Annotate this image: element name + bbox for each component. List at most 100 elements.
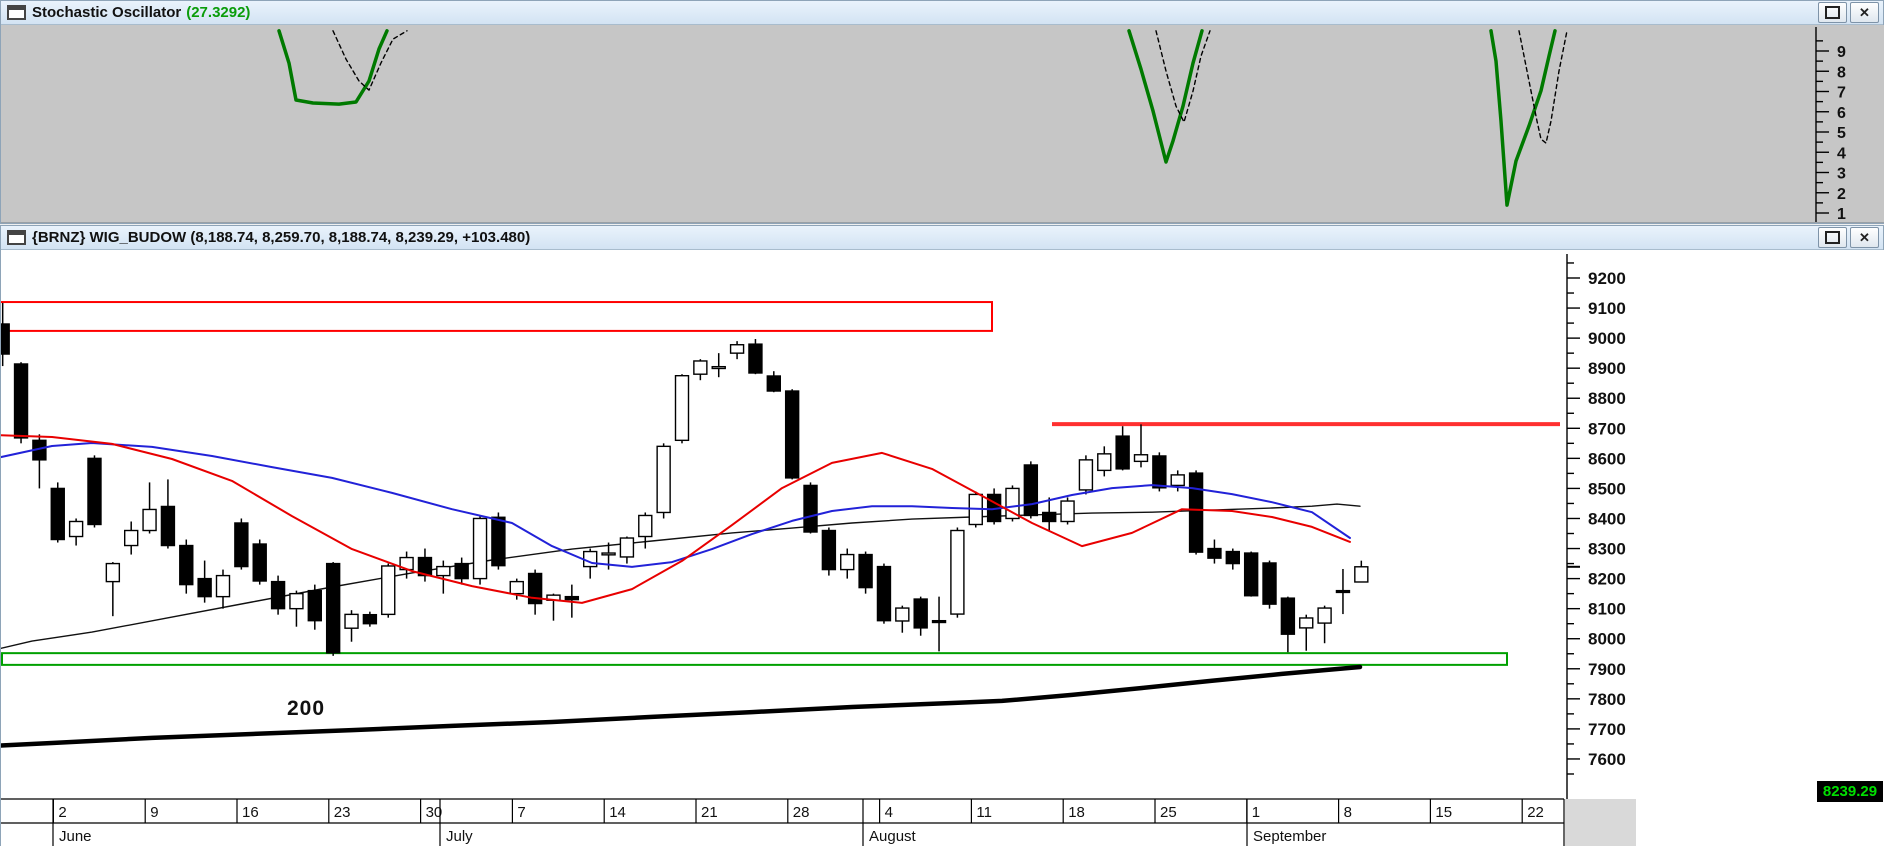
candle bbox=[1097, 446, 1112, 477]
stoch-axis-label: 8 bbox=[1837, 64, 1846, 81]
close-button[interactable]: ✕ bbox=[1850, 2, 1879, 23]
candle bbox=[472, 515, 488, 585]
candle bbox=[656, 443, 671, 519]
price-axis-label: 7800 bbox=[1588, 690, 1626, 709]
candle bbox=[766, 371, 781, 393]
candle bbox=[693, 359, 708, 381]
candle bbox=[527, 569, 543, 615]
candle bbox=[1207, 539, 1222, 564]
price-axis-label: 8800 bbox=[1588, 389, 1626, 408]
month-label: June bbox=[59, 828, 92, 845]
percent-K-line bbox=[277, 29, 1557, 207]
week-label: 28 bbox=[793, 804, 810, 821]
month-label: September bbox=[1253, 828, 1326, 845]
week-label: 4 bbox=[885, 804, 893, 821]
week-label: 15 bbox=[1435, 804, 1452, 821]
price-axis-label: 9200 bbox=[1588, 269, 1626, 288]
ma-blue-long bbox=[1, 442, 1351, 568]
stoch-axis-label: 9 bbox=[1837, 44, 1846, 61]
week-label: 9 bbox=[150, 804, 158, 821]
ma-label-200: 200 bbox=[287, 697, 325, 720]
candle bbox=[1152, 452, 1167, 492]
price-titlebar[interactable]: {BRNZ} WIG_BUDOW (8,188.74, 8,259.70, 8,… bbox=[1, 226, 1883, 250]
price-axis-label: 8300 bbox=[1588, 540, 1626, 559]
candle bbox=[895, 605, 910, 633]
week-label: 16 bbox=[242, 804, 259, 821]
candle bbox=[270, 575, 286, 615]
price-axis-label: 8500 bbox=[1588, 479, 1626, 498]
candle bbox=[179, 539, 194, 594]
candle bbox=[784, 389, 800, 480]
maximize-button[interactable] bbox=[1818, 2, 1847, 23]
candle bbox=[13, 362, 29, 444]
stochastic-y-axis: 9 8 7 6 5 4 3 2 1 bbox=[1815, 27, 1846, 223]
price-axis-label: 8900 bbox=[1588, 359, 1626, 378]
candle bbox=[362, 611, 378, 627]
price-axis-label: 9000 bbox=[1588, 329, 1626, 348]
week-label: 2 bbox=[58, 804, 66, 821]
candle bbox=[105, 562, 121, 617]
candle bbox=[50, 482, 65, 543]
candle bbox=[1, 302, 10, 367]
price-plot[interactable]: 1002009200910090008900880087008600850084… bbox=[1, 250, 1884, 846]
maximize-button[interactable] bbox=[1818, 227, 1847, 248]
candle bbox=[68, 518, 84, 546]
week-label: 22 bbox=[1527, 804, 1544, 821]
candle bbox=[197, 560, 212, 603]
ma-red-short bbox=[1, 434, 1351, 604]
week-label: 14 bbox=[609, 804, 626, 821]
week-label: 23 bbox=[334, 804, 351, 821]
last-price-badge: 8239.29 bbox=[1817, 780, 1883, 802]
candle bbox=[638, 512, 653, 549]
candle bbox=[986, 488, 1002, 525]
candle bbox=[1060, 497, 1075, 525]
candle bbox=[509, 578, 524, 600]
candle bbox=[491, 512, 506, 570]
candle bbox=[1078, 455, 1094, 495]
candle bbox=[821, 527, 837, 576]
candle bbox=[1262, 560, 1277, 609]
price-window: {BRNZ} WIG_BUDOW (8,188.74, 8,259.70, 8,… bbox=[0, 225, 1884, 846]
candle bbox=[876, 563, 892, 624]
candle bbox=[1299, 614, 1314, 651]
ma-200 bbox=[1, 664, 1363, 748]
candle bbox=[307, 584, 322, 630]
candle bbox=[858, 551, 873, 594]
candle bbox=[803, 482, 818, 534]
stochastic-plot[interactable]: 9 8 7 6 5 4 3 2 1 bbox=[1, 25, 1884, 223]
candle bbox=[234, 518, 249, 570]
support-zone-rect bbox=[1, 652, 1508, 666]
stoch-axis-label: 1 bbox=[1837, 206, 1846, 223]
candle bbox=[289, 590, 304, 627]
candle bbox=[913, 596, 928, 636]
price-axis-label: 8200 bbox=[1588, 570, 1626, 589]
stoch-axis-label: 2 bbox=[1837, 186, 1846, 203]
candle bbox=[160, 479, 176, 549]
stochastic-window: Stochastic Oscillator (27.3292) ✕ 9 8 7 6 5 4 3… bbox=[0, 0, 1884, 224]
candle bbox=[931, 596, 947, 652]
stoch-axis-label: 7 bbox=[1837, 85, 1846, 102]
candle bbox=[436, 560, 451, 594]
candle bbox=[1354, 560, 1369, 583]
maximize-icon bbox=[1825, 231, 1840, 244]
price-axis-label: 8700 bbox=[1588, 419, 1626, 438]
stoch-axis-label: 6 bbox=[1837, 105, 1846, 122]
candle bbox=[381, 563, 396, 618]
close-icon: ✕ bbox=[1859, 229, 1870, 245]
resistance-zone-rect bbox=[1, 301, 993, 332]
candle bbox=[1335, 568, 1351, 615]
price-axis-label: 9100 bbox=[1588, 299, 1626, 318]
stochastic-titlebar[interactable]: Stochastic Oscillator (27.3292) ✕ bbox=[1, 1, 1883, 25]
candle bbox=[1005, 485, 1020, 522]
window-icon bbox=[7, 5, 26, 20]
candle bbox=[124, 521, 139, 555]
week-label: 8 bbox=[1344, 804, 1352, 821]
stoch-axis-label: 4 bbox=[1837, 145, 1846, 162]
price-axis-label: 7600 bbox=[1588, 750, 1626, 769]
week-label: 18 bbox=[1068, 804, 1085, 821]
week-label: 25 bbox=[1160, 804, 1177, 821]
candle bbox=[1188, 470, 1204, 555]
close-button[interactable]: ✕ bbox=[1850, 227, 1879, 248]
stoch-axis-label: 5 bbox=[1837, 125, 1846, 142]
price-y-axis: 9200 9100 9000 8900 8800 8700 8600 8500 8400 8300… bbox=[1566, 254, 1626, 799]
